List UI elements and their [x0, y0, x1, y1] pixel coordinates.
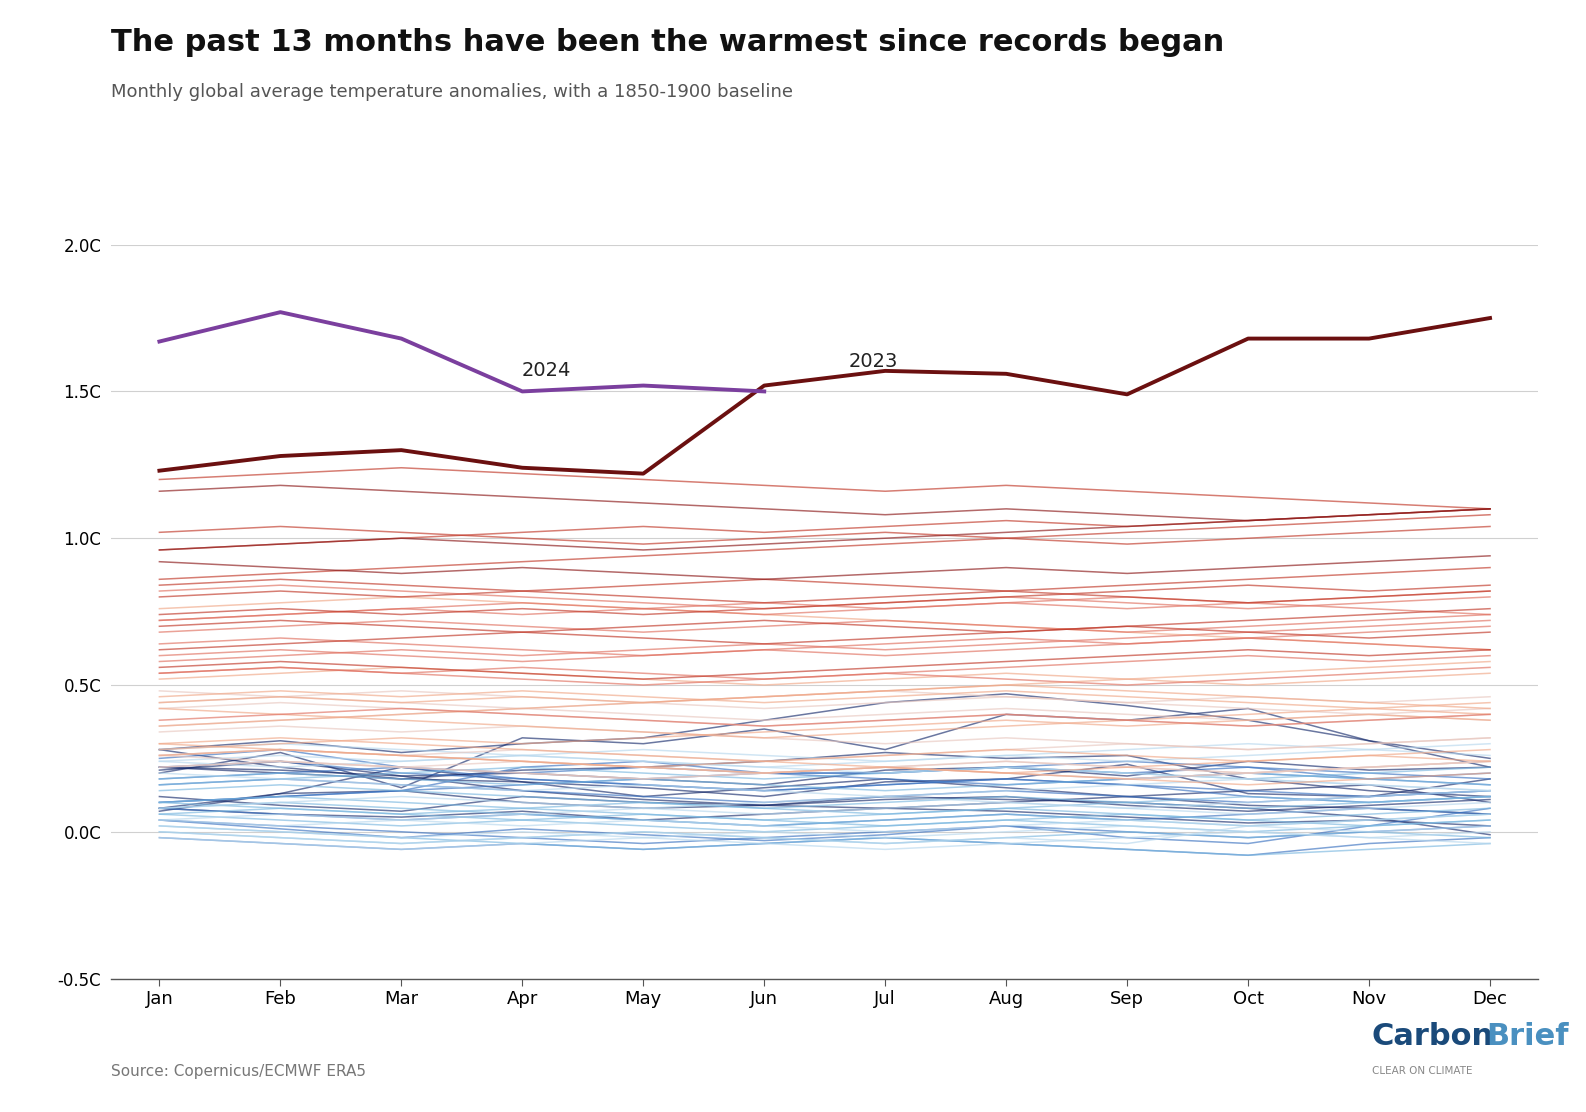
Text: Brief: Brief [1486, 1022, 1569, 1051]
Text: Monthly global average temperature anomalies, with a 1850-1900 baseline: Monthly global average temperature anoma… [111, 83, 793, 101]
Text: Source: Copernicus/ECMWF ERA5: Source: Copernicus/ECMWF ERA5 [111, 1064, 366, 1079]
Text: Carbon: Carbon [1372, 1022, 1494, 1051]
Text: CLEAR ON CLIMATE: CLEAR ON CLIMATE [1372, 1066, 1472, 1076]
Text: The past 13 months have been the warmest since records began: The past 13 months have been the warmest… [111, 28, 1224, 57]
Text: 2023: 2023 [849, 351, 898, 371]
Legend: 1940s, 1950s, 1960s, 1970s, 1980s, 1990s, 2000s, 2010s, 2020s: 1940s, 1950s, 1960s, 1970s, 1980s, 1990s… [351, 0, 1299, 6]
Text: 2024: 2024 [522, 360, 571, 379]
